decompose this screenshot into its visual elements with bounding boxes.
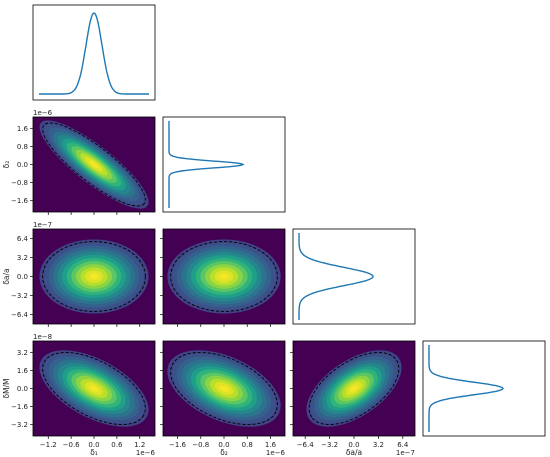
density-level bbox=[219, 385, 229, 392]
confidence-contour bbox=[42, 241, 146, 312]
density-layers bbox=[39, 239, 149, 314]
x-tick-label: −1.6 bbox=[169, 441, 187, 449]
x-tick-label: −0.8 bbox=[192, 441, 209, 449]
marginal-panel-2 bbox=[292, 228, 416, 325]
y-tick-label: 0.0 bbox=[17, 161, 28, 169]
x-tick-label: 0.0 bbox=[348, 441, 359, 449]
x-axis-0: −1.2 −0.6 0.0 0.6 1.21e−6 δ₁ bbox=[40, 212, 156, 457]
y-tick-label: −6.4 bbox=[11, 311, 29, 319]
y-axis-2: −6.4 −3.2 0.0 3.2 6.4 1e−7 δa/a bbox=[2, 221, 163, 319]
x-tick-label: −3.2 bbox=[321, 441, 338, 449]
marginal-panel-1 bbox=[162, 116, 286, 213]
marginal-panel-3 bbox=[422, 340, 546, 437]
joint-panel-2-3 bbox=[292, 340, 416, 437]
y-tick-label: 0.8 bbox=[17, 143, 28, 151]
density-level bbox=[219, 273, 229, 280]
panel-frame bbox=[292, 228, 416, 325]
x-tick-label: 1.6 bbox=[265, 441, 277, 449]
y-tick-label: 3.2 bbox=[17, 254, 28, 262]
marginal-curve bbox=[298, 233, 374, 320]
x-axis-1: −1.6 −0.8 0.0 0.8 1.61e−6 δ₂ bbox=[169, 324, 286, 457]
x-axis-label: δ₁ bbox=[90, 448, 98, 457]
panel-frame bbox=[162, 116, 286, 213]
y-tick-label: 0.0 bbox=[17, 273, 28, 281]
joint-panel-1-3 bbox=[162, 340, 286, 437]
joint-panel-0-2 bbox=[32, 228, 156, 325]
y-tick-label: −3.2 bbox=[11, 421, 28, 429]
x-tick-label: 3.2 bbox=[373, 441, 384, 449]
x-axis-2: −6.4 −3.2 0.0 3.2 6.41e−7 δa/a bbox=[297, 436, 415, 457]
x-axis-label: δa/a bbox=[346, 448, 362, 457]
density-level bbox=[89, 385, 99, 392]
density-layers bbox=[167, 350, 281, 427]
y-exponent: 1e−7 bbox=[33, 221, 52, 229]
confidence-contour bbox=[170, 352, 278, 425]
confidence-contour bbox=[42, 122, 146, 207]
confidence-contour bbox=[170, 241, 278, 312]
x-exponent: 1e−7 bbox=[396, 449, 415, 457]
x-tick-label: −0.6 bbox=[63, 441, 81, 449]
marginal-curve bbox=[428, 345, 504, 432]
x-tick-label: 0.0 bbox=[218, 441, 229, 449]
x-exponent: 1e−6 bbox=[266, 449, 286, 457]
y-axis-label: δ₂ bbox=[2, 161, 11, 169]
y-tick-label: −0.8 bbox=[11, 179, 28, 187]
panel-frame bbox=[32, 4, 156, 101]
confidence-contour bbox=[42, 352, 146, 425]
density-level bbox=[89, 160, 99, 169]
density-layers bbox=[167, 239, 281, 314]
y-tick-label: 6.4 bbox=[17, 235, 29, 243]
x-tick-label: −6.4 bbox=[297, 441, 315, 449]
joint-panel-0-3 bbox=[32, 340, 156, 437]
y-tick-label: −3.2 bbox=[11, 292, 28, 300]
panel-frame bbox=[422, 340, 546, 437]
density-layers bbox=[306, 350, 402, 427]
joint-panel-1-2 bbox=[162, 228, 286, 325]
x-exponent: 1e−6 bbox=[136, 449, 156, 457]
density-layers bbox=[39, 120, 149, 209]
x-tick-label: 0.6 bbox=[111, 441, 123, 449]
y-tick-label: 1.6 bbox=[17, 125, 29, 133]
y-axis-3: −3.2 −1.6 0.0 1.6 3.2 1e−8 δM/M bbox=[2, 333, 293, 429]
joint-panel-0-1 bbox=[32, 116, 156, 213]
marginal-curve bbox=[39, 12, 149, 95]
density-layers bbox=[39, 350, 149, 427]
y-tick-label: −1.6 bbox=[11, 197, 29, 205]
marginal-curve bbox=[168, 121, 245, 208]
y-tick-label: −1.6 bbox=[11, 403, 29, 411]
y-tick-label: 1.6 bbox=[17, 367, 29, 375]
density-level bbox=[89, 273, 99, 280]
y-exponent: 1e−6 bbox=[33, 109, 53, 117]
y-axis-label: δM/M bbox=[2, 378, 11, 398]
x-tick-label: 0.8 bbox=[242, 441, 253, 449]
y-tick-label: 3.2 bbox=[17, 349, 28, 357]
y-tick-label: 0.0 bbox=[17, 385, 28, 393]
x-axis-label: δ₂ bbox=[220, 448, 228, 457]
y-axis-label: δa/a bbox=[2, 268, 11, 284]
y-axis-1: −1.6 −0.8 0.0 0.8 1.6 1e−6 δ₂ bbox=[2, 109, 53, 205]
x-tick-label: 0.0 bbox=[88, 441, 99, 449]
marginal-panel-0 bbox=[32, 4, 156, 101]
x-tick-label: 6.4 bbox=[397, 441, 409, 449]
y-exponent: 1e−8 bbox=[33, 333, 52, 341]
density-level bbox=[350, 385, 358, 392]
confidence-contour bbox=[308, 352, 400, 425]
x-tick-label: 1.2 bbox=[134, 441, 145, 449]
x-tick-label: −1.2 bbox=[40, 441, 57, 449]
